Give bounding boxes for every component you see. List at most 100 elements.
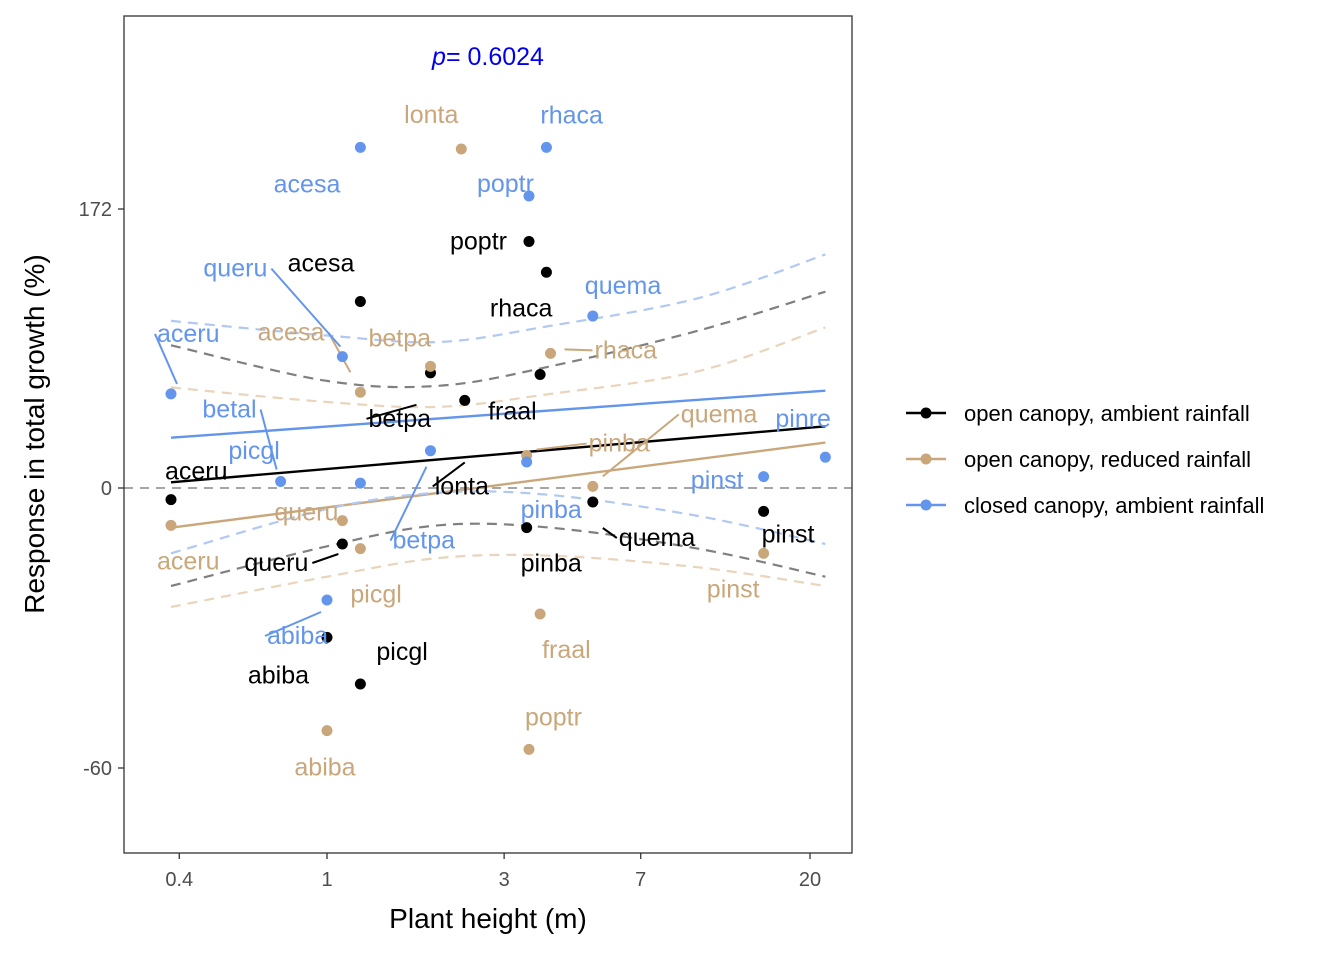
point-label: aceru [157, 547, 220, 575]
data-point [336, 515, 348, 527]
point-label: poptr [477, 170, 534, 198]
data-point [354, 141, 366, 153]
point-label: quema [681, 400, 758, 428]
point-label: betpa [392, 527, 455, 555]
data-point [540, 141, 552, 153]
y-tick-label: 0 [101, 478, 112, 500]
data-point [275, 476, 287, 488]
legend-key-point [920, 407, 932, 419]
point-label: queru [244, 549, 308, 577]
point-label: lonta [435, 472, 489, 500]
point-label: pinst [707, 575, 760, 603]
ci-upper-line [170, 326, 826, 409]
y-axis-title: Response in total growth (%) [19, 254, 50, 614]
fit-line [170, 389, 826, 439]
x-tick-label: 7 [635, 869, 646, 891]
data-point [321, 594, 333, 606]
legend-label: closed canopy, ambient rainfall [964, 493, 1264, 518]
legend-label: open canopy, reduced rainfall [964, 447, 1251, 472]
data-point [354, 386, 366, 398]
series-1-points: aceru abiba picgl queru acesa betpa lonta poptr… [165, 227, 814, 690]
series-3 [170, 253, 826, 555]
label-leader-line [536, 442, 587, 451]
legend-key-point [920, 453, 932, 465]
label-leader-line [564, 348, 593, 352]
data-point [165, 388, 177, 400]
point-label: abiba [248, 661, 309, 689]
point-label: abiba [294, 754, 355, 782]
point-label: betal [202, 396, 256, 424]
label-leader-line [270, 267, 342, 348]
p-symbol: p [431, 43, 446, 71]
y-tick-label: -60 [83, 758, 112, 780]
fit-line [170, 441, 826, 529]
point-label: poptr [450, 227, 507, 255]
plot-panel-border [123, 15, 853, 854]
point-label: quema [619, 524, 696, 552]
point-label: acesa [258, 318, 325, 346]
axis-layer: 0.4 1 3 7 20 -60 0 172 [79, 15, 853, 891]
data-point [165, 519, 177, 531]
ci-lower-line [170, 553, 826, 609]
label-leader-line [389, 466, 428, 542]
data-point [523, 743, 535, 755]
data-point [455, 143, 467, 155]
data-point [354, 477, 366, 489]
p-value: = 0.6024 [446, 43, 544, 71]
data-point [758, 547, 770, 559]
label-leader-line [432, 461, 466, 488]
data-point [587, 496, 599, 508]
data-point [523, 235, 535, 247]
fit-line [170, 425, 826, 484]
data-point [758, 471, 770, 483]
data-point [459, 394, 471, 406]
point-label: abiba [267, 622, 328, 650]
label-leader-line [312, 553, 339, 564]
point-label: quema [585, 272, 662, 300]
point-label: pinba [521, 550, 582, 578]
point-label: poptr [525, 703, 582, 731]
series-2 [170, 326, 826, 609]
point-label: aceru [165, 458, 228, 486]
ci-lower-line [170, 522, 826, 588]
p-value-annotation: p= 0.6024 [431, 43, 544, 71]
label-leader-line [154, 333, 178, 385]
data-point [758, 505, 770, 517]
x-tick-label: 3 [499, 869, 510, 891]
series-3-points: acesa rhaca poptr quema queru aceru betpa picgl… [154, 101, 831, 650]
point-label: pinst [691, 467, 744, 495]
data-point [354, 678, 366, 690]
label-leader-line [602, 413, 680, 478]
point-label: betpa [368, 324, 431, 352]
data-point [534, 608, 546, 620]
ci-lower-line [170, 490, 826, 555]
data-point [521, 456, 533, 468]
data-point [540, 266, 552, 278]
series-1 [170, 290, 826, 588]
point-label: queru [274, 499, 338, 527]
label-leader-line [602, 527, 618, 539]
ci-upper-line [170, 290, 826, 389]
label-leader-line [366, 403, 417, 420]
point-label: betpa [368, 405, 431, 433]
x-axis-title: Plant height (m) [389, 903, 587, 934]
point-label: rhaca [540, 101, 603, 129]
point-label: pinba [521, 496, 582, 524]
data-point [354, 543, 366, 555]
point-label: aceru [157, 320, 220, 348]
point-label: pinba [589, 430, 650, 458]
data-point [819, 451, 831, 463]
point-label: queru [203, 255, 267, 283]
legend-key-point [920, 499, 932, 511]
x-tick-label: 20 [799, 869, 821, 891]
data-point [424, 360, 436, 372]
label-leader-line [264, 611, 322, 637]
data-point [165, 494, 177, 506]
data-point [587, 480, 599, 492]
point-label: picgl [350, 581, 401, 609]
label-leader-line [259, 409, 278, 470]
y-tick-label: 172 [79, 199, 112, 221]
legend: open canopy, ambient rainfall open canopy… [906, 401, 1264, 518]
point-label: rhaca [595, 336, 658, 364]
